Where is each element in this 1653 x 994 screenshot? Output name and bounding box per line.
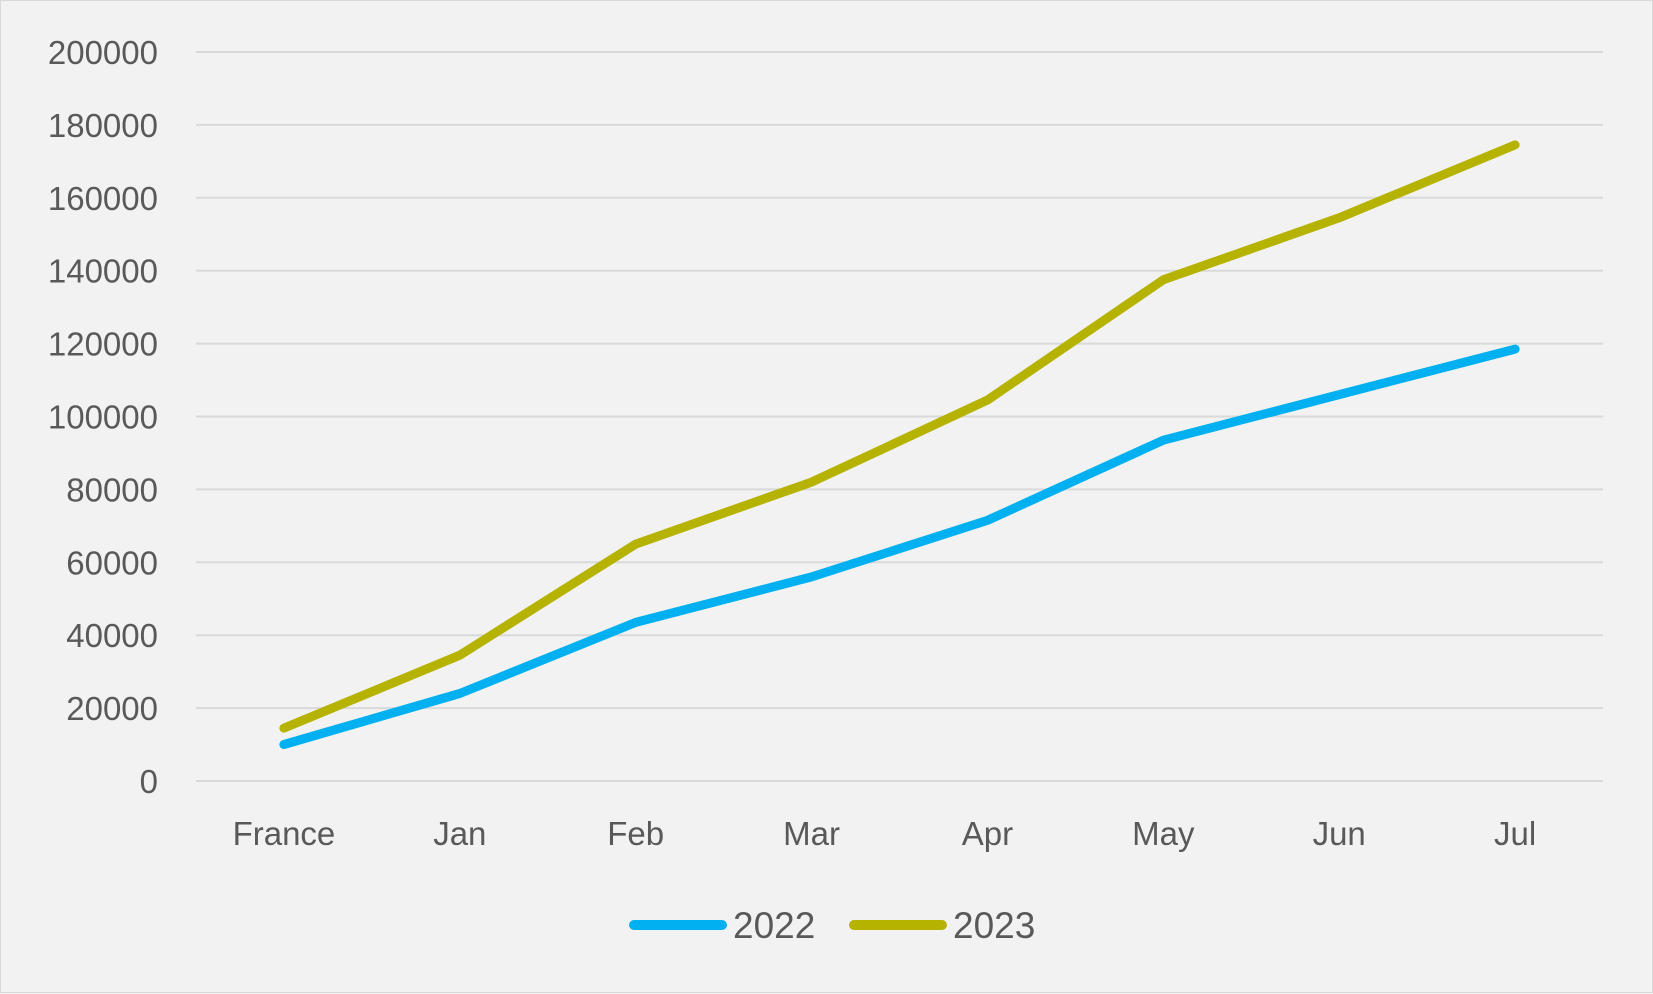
legend-label-2023: 2023 <box>953 905 1035 946</box>
x-tick-label: Jan <box>433 815 486 852</box>
x-tick-label: May <box>1132 815 1195 852</box>
y-tick-label: 100000 <box>48 399 158 436</box>
y-tick-label: 80000 <box>66 471 158 508</box>
x-axis-tick-labels: France Jan Feb Mar Apr May Jun Jul <box>233 815 1537 852</box>
series-layer <box>279 140 1520 749</box>
grid-layer <box>196 51 1603 782</box>
y-tick-label: 160000 <box>48 180 158 217</box>
y-tick-label: 20000 <box>66 690 158 727</box>
legend: 2022 2023 <box>629 905 1035 946</box>
x-tick-label: Feb <box>607 815 664 852</box>
x-tick-label: Jul <box>1494 815 1536 852</box>
series-line-2023 <box>279 140 1520 733</box>
x-tick-label: Apr <box>962 815 1013 852</box>
x-tick-label: France <box>233 815 336 852</box>
y-tick-label: 180000 <box>48 107 158 144</box>
legend-label-2022: 2022 <box>733 905 815 946</box>
y-tick-label: 60000 <box>66 544 158 581</box>
y-tick-label: 200000 <box>48 34 158 71</box>
y-axis-tick-labels: 0 20000 40000 60000 80000 100000 120000 140000 1… <box>48 34 158 800</box>
x-tick-label: Jun <box>1313 815 1366 852</box>
y-tick-label: 120000 <box>48 326 158 363</box>
y-tick-label: 140000 <box>48 253 158 290</box>
x-tick-label: Mar <box>783 815 840 852</box>
series-line-2022 <box>279 344 1520 749</box>
y-tick-label: 0 <box>140 763 158 800</box>
y-tick-label: 40000 <box>66 617 158 654</box>
